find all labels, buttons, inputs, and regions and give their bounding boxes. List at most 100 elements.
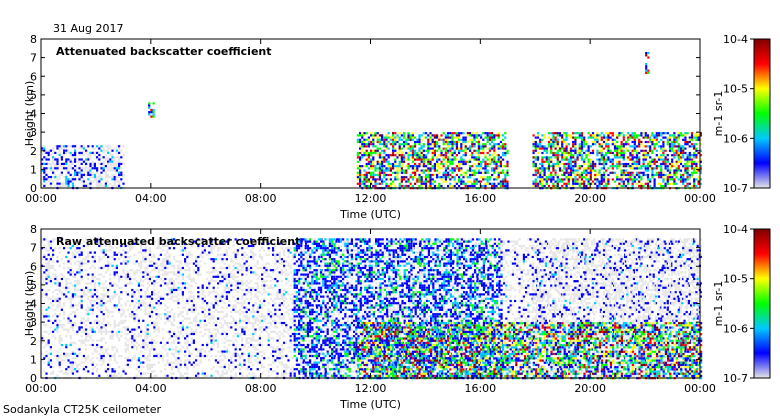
heatmap-cell <box>611 165 614 168</box>
heatmap-cell <box>168 253 171 256</box>
heatmap-cell <box>54 156 57 159</box>
heatmap-cell <box>587 158 590 161</box>
heatmap-cell <box>495 169 498 172</box>
heatmap-cell <box>607 158 610 161</box>
heatmap-cell <box>129 269 132 272</box>
heatmap-cell <box>52 253 55 256</box>
heatmap-cell <box>135 280 138 283</box>
heatmap-cell <box>589 167 592 170</box>
heatmap-cell <box>166 293 169 296</box>
heatmap-cell <box>118 251 121 254</box>
heatmap-cell <box>666 160 669 163</box>
heatmap-cell <box>69 306 72 309</box>
heatmap-cell <box>376 182 379 185</box>
heatmap-cell <box>49 169 52 172</box>
heatmap-cell <box>63 165 66 168</box>
heatmap-cell <box>195 317 198 320</box>
heatmap-cell <box>609 171 612 174</box>
heatmap-cell <box>170 372 173 375</box>
heatmap-cell <box>591 151 595 155</box>
heatmap-cell <box>47 176 50 179</box>
heatmap-cell <box>378 173 381 177</box>
heatmap-cell <box>173 282 176 285</box>
heatmap-cell <box>58 357 61 360</box>
heatmap-cell <box>151 341 154 344</box>
heatmap-cell <box>675 162 678 166</box>
heatmap-cell <box>449 160 452 163</box>
heatmap-cell <box>449 154 452 157</box>
heatmap-cell <box>58 348 61 351</box>
heatmap-cell <box>76 251 79 254</box>
heatmap-cell <box>65 372 68 375</box>
heatmap-cell <box>488 138 491 141</box>
heatmap-cell <box>591 149 595 152</box>
heatmap-cell <box>60 162 63 165</box>
heatmap-cell <box>137 370 140 373</box>
heatmap-cell <box>673 180 676 183</box>
heatmap-cell <box>109 147 112 150</box>
heatmap-cell <box>414 169 417 172</box>
heatmap-cell <box>166 330 169 333</box>
heatmap-cell <box>504 184 507 188</box>
heatmap-cell <box>151 308 154 311</box>
heatmap-cell <box>45 313 48 316</box>
heatmap-cell <box>166 251 169 254</box>
heatmap-cell <box>440 134 443 137</box>
heatmap-cell <box>188 332 191 336</box>
heatmap-cell <box>622 171 625 174</box>
heatmap-cell <box>477 143 480 146</box>
heatmap-cell <box>436 176 439 179</box>
heatmap-cell <box>107 184 110 187</box>
heatmap-cell <box>206 315 209 318</box>
heatmap-cell <box>484 143 487 146</box>
heatmap-cell <box>547 160 551 163</box>
heatmap-cell <box>356 176 359 179</box>
heatmap-cell <box>67 149 70 152</box>
heatmap-cell <box>89 156 92 159</box>
heatmap-cell <box>686 169 689 172</box>
heatmap-cell <box>243 299 246 303</box>
heatmap-cell <box>188 295 191 298</box>
heatmap-cell <box>162 258 165 261</box>
heatmap-cell <box>120 180 123 183</box>
heatmap-cell <box>102 255 105 259</box>
heatmap-cell <box>378 154 381 157</box>
heatmap-cell <box>239 326 242 329</box>
heatmap-cell <box>453 180 456 183</box>
heatmap-cell <box>550 176 553 179</box>
heatmap-cell <box>104 149 107 152</box>
heatmap-cell <box>473 182 476 185</box>
heatmap-cell <box>616 134 619 137</box>
heatmap-cell <box>118 280 121 283</box>
heatmap-cell <box>58 363 61 366</box>
heatmap-cell <box>214 361 217 364</box>
heatmap-cell <box>451 143 454 146</box>
heatmap-cell <box>120 304 123 307</box>
heatmap-cell <box>113 374 116 377</box>
heatmap-cell <box>47 151 50 154</box>
heatmap-cell <box>195 315 198 318</box>
heatmap-cell <box>148 275 151 278</box>
heatmap-cell <box>552 169 555 172</box>
heatmap-cell <box>203 308 206 311</box>
heatmap-cell <box>45 266 48 270</box>
heatmap-cell <box>649 138 652 141</box>
heatmap-cell <box>186 346 189 349</box>
heatmap-cell <box>58 173 61 176</box>
heatmap-cell <box>556 158 559 161</box>
heatmap-cell <box>232 251 235 254</box>
heatmap-cell <box>471 134 474 137</box>
heatmap-cell <box>177 370 180 373</box>
heatmap-cell <box>122 260 125 263</box>
heatmap-cell <box>411 132 414 135</box>
heatmap-cell <box>458 147 461 150</box>
heatmap-cell <box>102 297 105 300</box>
heatmap-cell <box>618 132 621 135</box>
heatmap-cell <box>552 140 555 144</box>
heatmap-cell <box>104 306 107 309</box>
heatmap-cell <box>168 319 171 322</box>
heatmap-cell <box>556 160 559 163</box>
heatmap-cell <box>85 273 88 276</box>
heatmap-cell <box>206 244 209 248</box>
